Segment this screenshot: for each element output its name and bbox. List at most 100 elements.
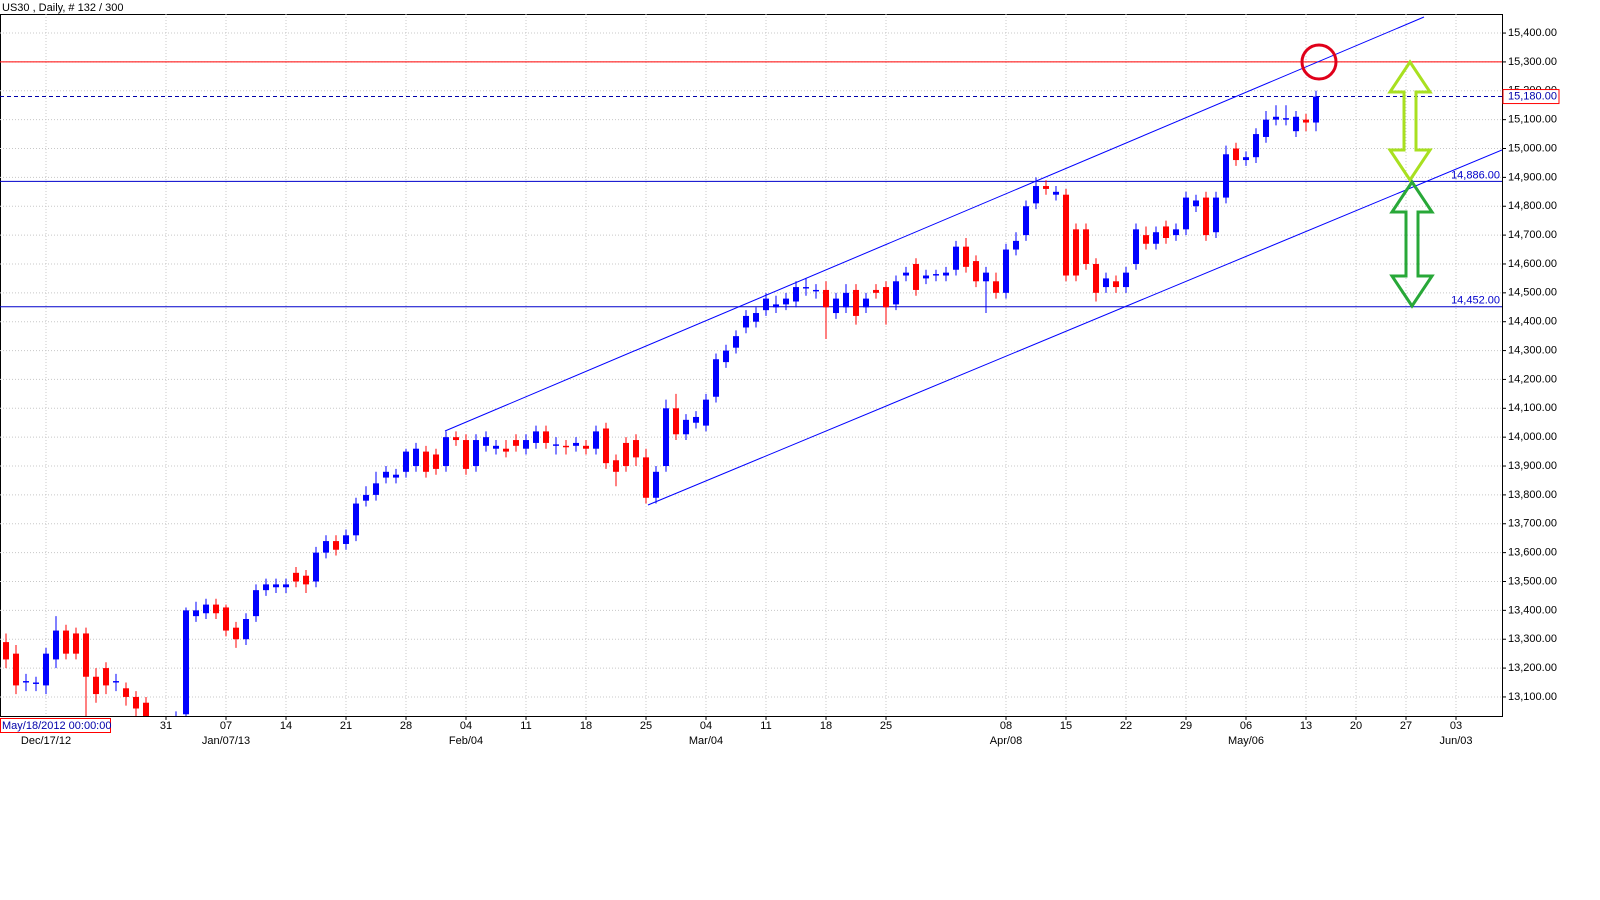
candle-body bbox=[1293, 116, 1299, 132]
x-tick-label: 11 bbox=[520, 720, 531, 732]
y-tick-label: 14,700.00 bbox=[1508, 229, 1557, 241]
candle-body bbox=[223, 607, 229, 631]
candle-body bbox=[933, 274, 939, 276]
candle-body bbox=[993, 281, 999, 293]
grid bbox=[0, 14, 1502, 716]
x-tick-label: 25 bbox=[880, 720, 892, 732]
candle-body bbox=[563, 445, 569, 448]
candle-body bbox=[1263, 119, 1269, 137]
candle-body bbox=[343, 535, 349, 544]
candle-body bbox=[1203, 197, 1209, 236]
candle-body bbox=[103, 668, 109, 686]
candle-body bbox=[1183, 197, 1189, 230]
x-tick-label-secondary: May/06 bbox=[1228, 735, 1264, 747]
candle-body bbox=[263, 584, 269, 591]
candle-body bbox=[913, 263, 919, 290]
candle-body bbox=[633, 440, 639, 458]
candle-body bbox=[753, 313, 759, 322]
candle-body bbox=[843, 292, 849, 308]
y-tick-label: 14,500.00 bbox=[1508, 287, 1557, 299]
candle-body bbox=[973, 261, 979, 282]
candle-body bbox=[23, 681, 29, 683]
candle-body bbox=[823, 289, 829, 308]
x-tick-label: 21 bbox=[340, 720, 352, 732]
candle-body bbox=[1143, 235, 1149, 244]
candle-body bbox=[363, 494, 369, 501]
chart-background bbox=[0, 0, 1564, 748]
candle-body bbox=[1133, 229, 1139, 264]
candle-body bbox=[463, 440, 469, 469]
candle-body bbox=[53, 630, 59, 660]
candle-body bbox=[603, 428, 609, 464]
x-tick-label-secondary: Mar/04 bbox=[689, 735, 723, 747]
x-tick-label: 18 bbox=[820, 720, 832, 732]
candle-body bbox=[983, 272, 989, 282]
candle-body bbox=[853, 289, 859, 316]
candle-body bbox=[203, 604, 209, 614]
candle-body bbox=[1273, 116, 1279, 120]
candle-body bbox=[1193, 200, 1199, 207]
trend-line-upper bbox=[444, 16, 1425, 432]
x-tick-label: 07 bbox=[220, 720, 232, 732]
candle-body bbox=[43, 653, 49, 686]
candle-body bbox=[673, 408, 679, 435]
candle-body bbox=[773, 304, 779, 308]
candle-body bbox=[833, 298, 839, 314]
candle-body bbox=[483, 437, 489, 446]
y-tick-label: 14,800.00 bbox=[1508, 200, 1557, 212]
y-tick-label: 13,900.00 bbox=[1508, 460, 1557, 472]
y-tick-label: 13,700.00 bbox=[1508, 518, 1557, 530]
y-tick-label: 13,800.00 bbox=[1508, 489, 1557, 501]
candle-body bbox=[903, 272, 909, 276]
candle-body bbox=[303, 575, 309, 585]
candle-body bbox=[1033, 186, 1039, 204]
target-circle bbox=[1300, 43, 1338, 81]
x-tick-label: 13 bbox=[1300, 720, 1312, 732]
footer-date: May/18/2012 00:00:00 bbox=[2, 720, 111, 732]
candle-body bbox=[543, 431, 549, 443]
candle-body bbox=[583, 445, 589, 449]
candles bbox=[3, 90, 1319, 716]
candle-body bbox=[1003, 249, 1009, 293]
candle-body bbox=[653, 471, 659, 498]
candle-body bbox=[493, 445, 499, 449]
x-tick-label: 03 bbox=[1450, 720, 1462, 732]
candle-body bbox=[273, 584, 279, 588]
candle-body bbox=[613, 460, 619, 472]
candle-body bbox=[963, 246, 969, 267]
axes: 13,100.00 13,200.00 13,300.00 13,400.00 13,5… bbox=[21, 27, 1560, 747]
candle-body bbox=[453, 437, 459, 441]
candle-body bbox=[943, 272, 949, 276]
candle-body bbox=[883, 287, 889, 308]
y-tick-label: 13,400.00 bbox=[1508, 604, 1557, 616]
y-tick-label: 14,400.00 bbox=[1508, 316, 1557, 328]
candle-body bbox=[1283, 118, 1289, 120]
y-tick-label: 15,300.00 bbox=[1508, 56, 1557, 68]
candle-body bbox=[643, 457, 649, 498]
y-tick-label: 13,200.00 bbox=[1508, 662, 1557, 674]
candle-body bbox=[213, 604, 219, 614]
y-tick-label: 14,900.00 bbox=[1508, 171, 1557, 183]
candle-body bbox=[1173, 229, 1179, 236]
candle-body bbox=[1153, 232, 1159, 244]
candle-body bbox=[323, 541, 329, 553]
candle-body bbox=[663, 408, 669, 467]
candle-body bbox=[813, 289, 819, 292]
candle-body bbox=[513, 440, 519, 446]
candle-body bbox=[793, 287, 799, 302]
candle-body bbox=[243, 619, 249, 640]
y-tick-label: 13,100.00 bbox=[1508, 691, 1557, 703]
candle-body bbox=[1053, 191, 1059, 195]
y-tick-label: 14,200.00 bbox=[1508, 373, 1557, 385]
candle-body bbox=[73, 633, 79, 654]
candle-body bbox=[383, 471, 389, 478]
candle-body bbox=[373, 483, 379, 495]
levels bbox=[0, 61, 1502, 308]
x-tick-label: 22 bbox=[1120, 720, 1132, 732]
range-arrow-lower bbox=[1389, 179, 1435, 309]
x-tick-label: 04 bbox=[700, 720, 712, 732]
x-tick-label-secondary: Feb/04 bbox=[449, 735, 483, 747]
x-tick-label: 25 bbox=[640, 720, 652, 732]
